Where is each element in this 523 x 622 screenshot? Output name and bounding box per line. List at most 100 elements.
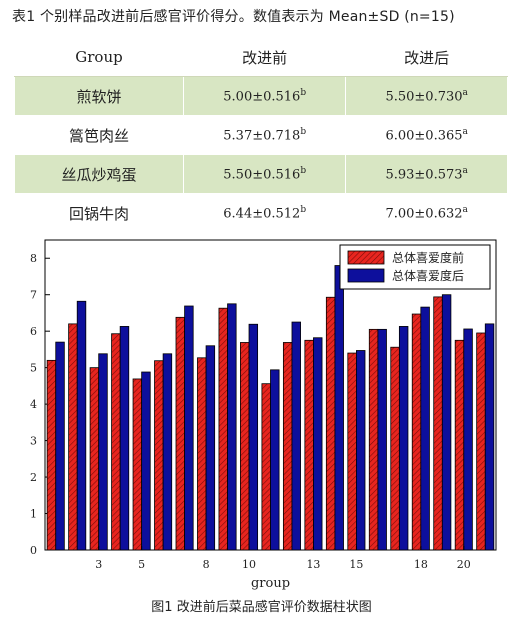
- bar-before: [411, 313, 422, 551]
- bar-after: [119, 326, 130, 551]
- dish-name: 回锅牛肉: [14, 193, 184, 233]
- score-before: 5.50±0.516b: [182, 154, 347, 194]
- header-after: 改进后: [345, 37, 508, 77]
- bar-after: [76, 300, 87, 551]
- y-tick-label: 2: [30, 471, 37, 484]
- table-caption: 表1 个别样品改进前后感官评价得分。数值表示为 Mean±SD (n=15): [12, 9, 455, 25]
- scores-table: Group 改进前 改进后 煎软饼 5.00±0.516b 5.50±0.730…: [14, 37, 508, 233]
- bar-after: [270, 369, 280, 551]
- score-after: 5.50±0.730a: [345, 76, 508, 116]
- x-tick-label: 15: [349, 558, 363, 571]
- y-tick-label: 6: [30, 325, 37, 338]
- score-after-value: 7.00±0.632: [385, 206, 463, 222]
- legend-label: 总体喜爱度后: [392, 268, 464, 283]
- bar-after: [291, 321, 301, 551]
- score-after-value: 5.93±0.573: [385, 167, 463, 183]
- bar-before: [197, 357, 207, 551]
- bar-before: [218, 307, 228, 551]
- y-tick-label: 7: [30, 289, 37, 302]
- bar-before: [46, 359, 57, 551]
- score-after: 5.93±0.573a: [345, 154, 508, 194]
- score-after-sup: a: [462, 204, 468, 215]
- figure-caption: 图1 改进前后菜品感官评价数据柱状图: [151, 600, 372, 615]
- bar-after: [55, 341, 65, 551]
- bar-after: [184, 305, 194, 551]
- bar-after: [227, 303, 237, 551]
- bar-after: [162, 353, 173, 551]
- score-before-value: 5.50±0.516: [223, 167, 301, 183]
- y-tick-label: 4: [30, 398, 37, 411]
- legend-label: 总体喜爱度前: [392, 250, 464, 265]
- bar-before: [282, 342, 293, 551]
- x-axis-label: group: [251, 576, 290, 591]
- bar-after: [248, 323, 259, 551]
- legend-swatch: [347, 268, 385, 283]
- bar-after: [141, 371, 151, 551]
- bar-before: [261, 383, 271, 551]
- bar-after: [356, 350, 366, 551]
- y-tick-label: 0: [30, 544, 37, 557]
- score-before: 6.44±0.512b: [182, 193, 347, 233]
- header-before: 改进前: [182, 37, 347, 77]
- score-before-sup: b: [300, 87, 307, 98]
- bar-after: [205, 345, 216, 551]
- bar-after: [377, 328, 387, 551]
- bar-before: [154, 360, 164, 551]
- bar-after: [313, 337, 323, 551]
- table-row: 丝瓜炒鸡蛋 5.50±0.516b 5.93±0.573a: [14, 154, 508, 194]
- header-group: Group: [14, 37, 184, 77]
- score-after: 7.00±0.632a: [345, 193, 508, 233]
- bar-after: [463, 328, 473, 551]
- x-tick-label: 18: [414, 558, 428, 571]
- bar-before: [476, 332, 486, 551]
- score-before-value: 5.37±0.718: [223, 128, 301, 144]
- bar-after: [484, 323, 495, 551]
- score-after-value: 6.00±0.365: [385, 128, 463, 144]
- score-after-value: 5.50±0.730: [385, 89, 463, 105]
- x-tick-label: 13: [306, 558, 320, 571]
- bar-before: [304, 339, 314, 551]
- bar-before: [347, 352, 357, 551]
- bar-before: [89, 367, 100, 551]
- table-row: 煎软饼 5.00±0.516b 5.50±0.730a: [14, 76, 508, 116]
- table-header-row: Group 改进前 改进后: [14, 37, 508, 77]
- x-tick-label: 10: [242, 558, 256, 571]
- score-after-sup: a: [462, 126, 468, 137]
- score-before: 5.00±0.516b: [182, 76, 347, 116]
- bar-after: [98, 353, 108, 551]
- table-row: 回锅牛肉 6.44±0.512b 7.00±0.632a: [14, 193, 508, 233]
- score-after-sup: a: [462, 165, 468, 176]
- score-before-sup: b: [300, 165, 307, 176]
- bar-before: [68, 323, 78, 551]
- y-tick-label: 5: [30, 362, 37, 375]
- bar-before: [175, 316, 185, 551]
- y-tick-label: 8: [30, 252, 37, 265]
- bar-before: [240, 342, 250, 551]
- bar-after: [441, 294, 452, 551]
- legend-swatch: [347, 250, 385, 265]
- bar-before: [390, 346, 400, 551]
- bar-before: [325, 296, 336, 551]
- y-tick-label: 3: [30, 435, 37, 448]
- score-after: 6.00±0.365a: [345, 115, 508, 155]
- x-tick-label: 20: [457, 558, 471, 571]
- score-before: 5.37±0.718b: [182, 115, 347, 155]
- bar-before: [433, 296, 443, 551]
- bar-before: [368, 328, 379, 551]
- score-before-sup: b: [300, 204, 307, 215]
- bar-before: [454, 339, 465, 551]
- score-before-sup: b: [300, 126, 307, 137]
- bar-after: [334, 265, 344, 551]
- dish-name: 篙笆肉丝: [14, 115, 184, 155]
- score-before-value: 6.44±0.512: [223, 206, 301, 222]
- bar-after: [398, 326, 409, 551]
- dish-name: 丝瓜炒鸡蛋: [14, 154, 184, 194]
- x-tick-label: 3: [95, 558, 102, 571]
- x-tick-label: 8: [203, 558, 210, 571]
- y-tick-label: 1: [30, 508, 37, 521]
- table-row: 篙笆肉丝 5.37±0.718b 6.00±0.365a: [14, 115, 508, 155]
- score-before-value: 5.00±0.516: [223, 89, 301, 105]
- bar-after: [420, 306, 430, 551]
